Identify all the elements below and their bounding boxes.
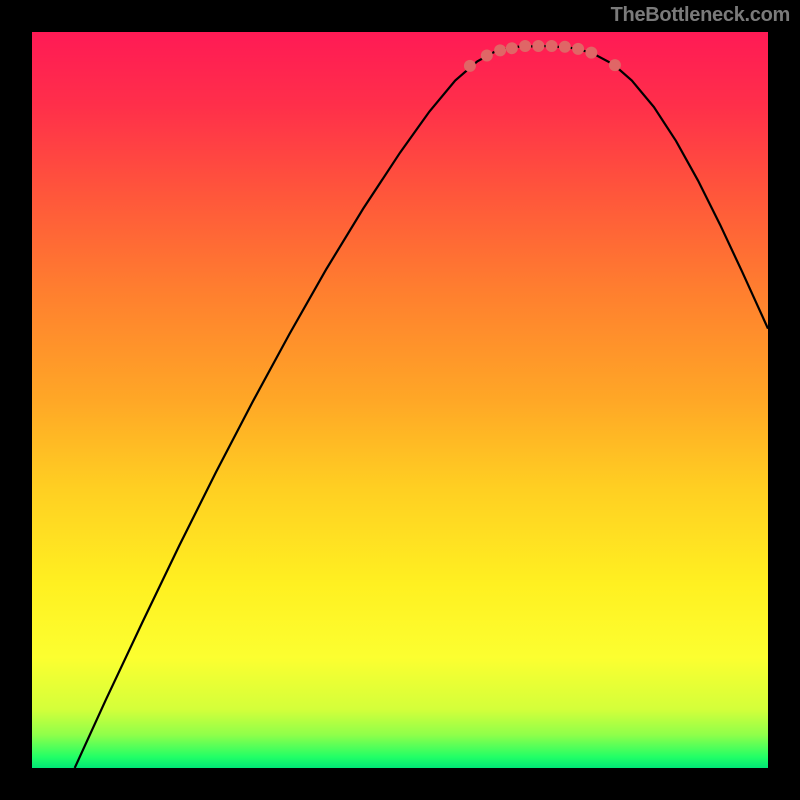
chart-container: TheBottleneck.com (0, 0, 800, 800)
trough-marker (506, 42, 518, 54)
trough-marker (546, 40, 558, 52)
trough-marker (532, 40, 544, 52)
trough-marker (572, 43, 584, 55)
trough-marker (609, 59, 621, 71)
trough-marker (559, 41, 571, 53)
curve-layer (32, 32, 768, 768)
attribution-label: TheBottleneck.com (611, 4, 790, 27)
plot-area (32, 32, 768, 768)
trough-marker (481, 50, 493, 62)
trough-marker (519, 40, 531, 52)
trough-marker (464, 60, 476, 72)
bottleneck-curve (75, 46, 768, 768)
trough-marker (494, 44, 506, 56)
trough-marker (585, 47, 597, 59)
